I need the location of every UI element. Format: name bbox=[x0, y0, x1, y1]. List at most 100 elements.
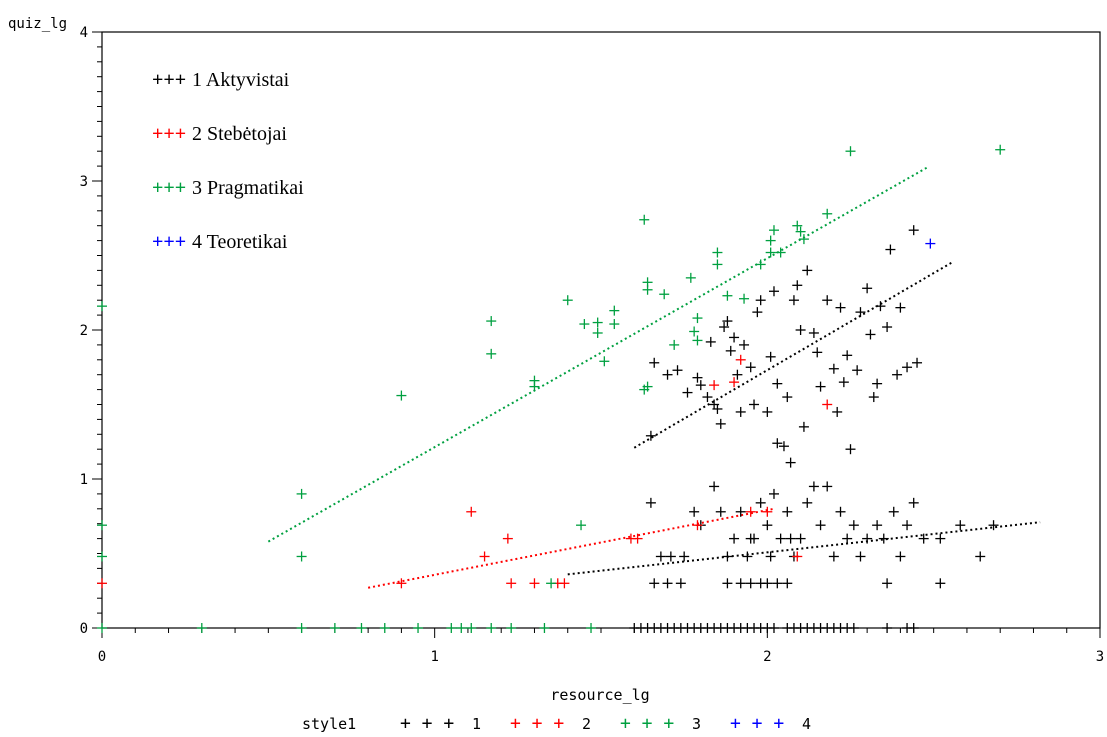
point-series-1 bbox=[729, 332, 740, 343]
y-tick-label: 0 bbox=[80, 621, 88, 637]
point-series-2 bbox=[792, 551, 803, 562]
point-series-1 bbox=[895, 302, 906, 313]
point-series-1 bbox=[892, 369, 903, 380]
point-series-3 bbox=[775, 247, 786, 258]
point-series-3 bbox=[539, 623, 550, 633]
point-series-1 bbox=[649, 578, 660, 589]
point-series-1 bbox=[765, 551, 776, 562]
point-series-1 bbox=[812, 347, 823, 358]
point-series-3 bbox=[579, 319, 590, 330]
point-series-3 bbox=[642, 284, 653, 295]
point-series-1 bbox=[872, 378, 883, 389]
point-series-1 bbox=[772, 578, 783, 589]
point-series-1 bbox=[798, 421, 809, 432]
point-series-1 bbox=[785, 457, 796, 468]
point-series-1 bbox=[808, 327, 819, 338]
legend-inner-label: 4 Teoretikai bbox=[192, 231, 288, 253]
point-series-1 bbox=[848, 520, 859, 531]
point-series-1 bbox=[662, 369, 673, 380]
point-series-1 bbox=[935, 578, 946, 589]
point-series-1 bbox=[692, 372, 703, 383]
data-points bbox=[97, 144, 1006, 633]
point-series-1 bbox=[882, 578, 893, 589]
point-series-1 bbox=[848, 623, 859, 633]
point-series-1 bbox=[908, 497, 919, 508]
point-series-3 bbox=[456, 623, 467, 633]
point-series-1 bbox=[822, 295, 833, 306]
point-series-3 bbox=[329, 623, 340, 633]
point-series-3 bbox=[689, 326, 700, 337]
y-axis-label: quiz_lg bbox=[8, 16, 67, 32]
point-series-3 bbox=[692, 335, 703, 346]
legend-bottom-symbol: + + + bbox=[510, 713, 564, 734]
point-series-1 bbox=[722, 551, 733, 562]
point-series-2 bbox=[479, 551, 490, 562]
point-series-1 bbox=[855, 551, 866, 562]
point-series-1 bbox=[725, 345, 736, 356]
point-series-1 bbox=[835, 302, 846, 313]
legend-inner-label: 3 Pragmatikai bbox=[192, 177, 304, 199]
point-series-1 bbox=[782, 506, 793, 517]
point-series-3 bbox=[97, 623, 107, 633]
point-series-1 bbox=[745, 362, 756, 373]
point-series-1 bbox=[782, 578, 793, 589]
point-series-1 bbox=[768, 488, 779, 499]
point-series-1 bbox=[645, 430, 656, 441]
point-series-3 bbox=[739, 293, 750, 304]
point-series-3 bbox=[529, 381, 540, 392]
point-series-1 bbox=[802, 497, 813, 508]
point-series-1 bbox=[775, 533, 786, 544]
plot-border bbox=[101, 31, 1101, 629]
legend-inner: +++ 1 Aktyvistai +++ 2 Stebėtojai +++ 3 Pragm… bbox=[152, 69, 304, 253]
point-series-2 bbox=[729, 377, 740, 388]
point-series-3 bbox=[609, 305, 620, 316]
point-series-3 bbox=[659, 289, 670, 300]
point-series-1 bbox=[918, 533, 929, 544]
point-series-4 bbox=[925, 238, 936, 249]
point-series-3 bbox=[765, 247, 776, 258]
point-series-1 bbox=[838, 377, 849, 388]
point-series-3 bbox=[486, 623, 497, 633]
point-series-1 bbox=[762, 578, 773, 589]
point-series-1 bbox=[662, 578, 673, 589]
x-axis: 0 1 2 3 bbox=[98, 628, 1104, 665]
point-series-1 bbox=[772, 378, 783, 389]
point-series-1 bbox=[732, 369, 743, 380]
point-series-1 bbox=[679, 551, 690, 562]
point-series-3 bbox=[765, 235, 776, 246]
point-series-1 bbox=[772, 438, 783, 449]
legend-bottom-symbol: + + + bbox=[400, 713, 454, 734]
point-series-1 bbox=[815, 381, 826, 392]
point-series-1 bbox=[885, 244, 896, 255]
point-series-1 bbox=[768, 623, 779, 633]
point-series-3 bbox=[755, 259, 766, 270]
point-series-1 bbox=[755, 295, 766, 306]
legend-inner-symbol: +++ bbox=[152, 231, 186, 253]
legend-inner-symbol: +++ bbox=[152, 69, 186, 91]
point-series-3 bbox=[592, 327, 603, 338]
y-axis: 0 1 2 3 4 bbox=[80, 25, 102, 637]
legend-inner-symbol: +++ bbox=[152, 123, 186, 145]
point-series-2 bbox=[822, 399, 833, 410]
point-series-1 bbox=[902, 520, 913, 531]
point-series-1 bbox=[762, 520, 773, 531]
point-series-1 bbox=[882, 322, 893, 333]
point-series-2 bbox=[502, 533, 513, 544]
point-series-1 bbox=[745, 533, 756, 544]
y-tick-label: 3 bbox=[80, 174, 88, 190]
point-series-1 bbox=[792, 280, 803, 291]
legend-bottom-label: 3 bbox=[692, 715, 701, 733]
point-series-1 bbox=[835, 506, 846, 517]
point-series-2 bbox=[466, 506, 477, 517]
point-series-3 bbox=[845, 146, 856, 157]
point-series-1 bbox=[878, 533, 889, 544]
point-series-3 bbox=[506, 623, 517, 633]
x-tick-label: 0 bbox=[98, 649, 106, 665]
point-series-1 bbox=[855, 307, 866, 318]
point-series-1 bbox=[888, 506, 899, 517]
fit-line-series-2 bbox=[367, 507, 775, 589]
point-series-1 bbox=[815, 520, 826, 531]
point-series-2 bbox=[735, 354, 746, 365]
point-series-1 bbox=[752, 307, 763, 318]
plot-frame bbox=[101, 31, 1101, 629]
